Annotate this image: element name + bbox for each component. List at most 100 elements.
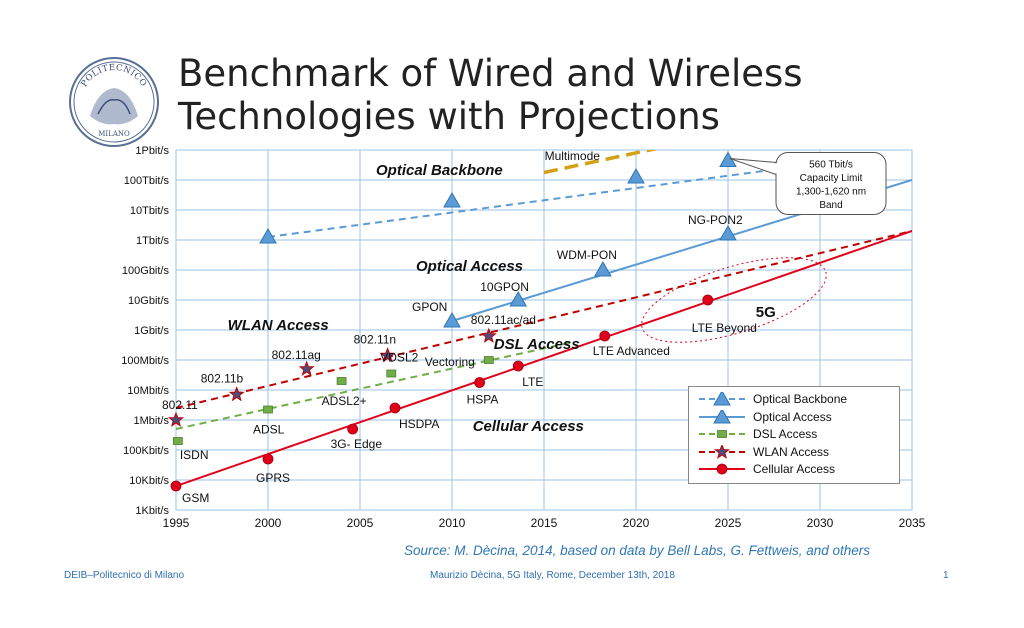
x-tick-label: 2010 [439,516,466,530]
x-tick-label: 2000 [255,516,282,530]
data-point-star [228,386,245,402]
trend-lines [176,150,912,487]
data-point-circle [599,330,611,342]
y-tick-label: 100Tbit/s [124,175,170,187]
multimode-label: Multimode [545,149,601,163]
footer-left: DEIB–Politecnico di Milano [64,570,185,581]
legend-label: Cellular Access [753,462,836,476]
group-label: Optical Backbone [376,162,503,179]
data-point-square [717,430,727,438]
footer-center: Maurizio Dècina, 5G Italy, Rome, Decembe… [430,570,675,581]
data-point-triangle [509,290,528,307]
group-label: Optical Access [416,258,523,275]
x-tick-label: 2025 [715,516,742,530]
data-point-star [167,411,185,427]
data-point-square [386,369,397,378]
politecnico-logo: POLITECNICO MILANO [69,57,159,147]
data-point-square [483,356,494,364]
y-tick-label: 1Pbit/s [135,145,169,157]
capacity-callout: 560 Tbit/s Capacity Limit 1,300-1,620 nm Ba… [729,152,887,215]
point-label: 802.11ac/ad [471,313,536,327]
5g-ellipse [641,257,827,343]
y-tick-label: 10Mbit/s [127,385,169,397]
data-point-square [336,377,347,385]
chart-legend: Optical Backbone Optical Access DSL Access… [688,386,900,484]
point-label: 802.11ag [272,348,321,362]
point-label: HSDPA [399,417,439,431]
point-label: 802.11n [354,333,397,347]
group-label: 5G [756,304,776,321]
y-tick-label: 1Tbit/s [136,235,170,247]
data-point-circle [262,453,274,465]
group-label: DSL Access [494,336,580,353]
data-markers [167,151,737,492]
legend-label: DSL Access [753,427,818,441]
point-label: WDM-PON [557,248,617,262]
point-label: Vectoring [425,355,475,369]
data-point-triangle [443,311,461,328]
y-tick-label: 100Mbit/s [121,355,169,367]
data-point-circle [702,294,714,306]
y-tick-label: 1Mbit/s [134,415,170,427]
data-point-square [172,437,183,445]
point-label: NG-PON2 [688,213,743,227]
chart-grid [175,149,913,511]
point-label: 10GPON [480,280,529,294]
point-label: ADSL [253,423,285,437]
legend-swatch [699,430,745,438]
point-label: 802.11b [201,372,244,386]
x-tick-label: 2020 [623,516,650,530]
data-point-star [480,327,497,343]
y-tick-label: 1Kbit/s [135,505,169,517]
legend-swatch [699,463,745,475]
point-label: VDSL2 [380,351,418,365]
x-axis-tick-labels: 1995 2000 2005 2010 2015 2020 2025 2030 2035 [163,516,926,530]
x-tick-label: 1995 [163,516,190,530]
x-tick-label: 2005 [347,516,374,530]
data-point-circle [170,480,182,492]
legend-label: Optical Backbone [753,392,848,406]
y-tick-label: 10Gbit/s [128,295,169,307]
5g-region [641,257,827,343]
callout-line: 1,300-1,620 nm [796,187,866,198]
callout-line: 560 Tbit/s [809,160,853,171]
point-label: GPON [412,300,447,314]
y-tick-label: 100Kbit/s [123,445,169,457]
data-point-star [713,444,731,459]
point-label: LTE Advanced [593,344,670,358]
legend-label: Optical Access [753,409,832,424]
x-tick-label: 2035 [899,516,926,530]
page-number: 1 [943,570,949,581]
data-point-triangle [594,260,612,277]
trend-dsl-access [176,341,574,430]
callout-join [775,163,778,174]
data-point-square [263,405,273,414]
legend-item: DSL Access [689,426,899,443]
legend-swatch [699,444,745,459]
trend-cellular-access [176,230,912,487]
point-label: LTE Beyond [692,321,757,335]
data-point-triangle [259,227,277,244]
x-tick-label: 2030 [807,516,834,530]
legend-item: Optical Access [689,409,899,426]
y-tick-label: 10Tbit/s [130,205,170,217]
data-point-triangle [443,191,461,208]
point-label: GPRS [256,471,290,485]
source-note: Source: M. Dècina, 2014, based on data b… [404,543,871,558]
callout-pointer [729,158,777,176]
data-point-circle [347,423,359,435]
callout-line: Band [819,200,842,211]
trend-wlan-access [176,230,912,409]
point-label: HSPA [467,393,499,407]
legend-label: WLAN Access [753,444,830,459]
y-tick-label: 10Kbit/s [129,475,169,487]
legend-swatch [699,409,745,423]
callout-box [775,152,887,215]
point-label: 802.11 [162,398,198,412]
legend-item: Cellular Access [689,461,899,478]
legend-item: Optical Backbone [689,391,899,408]
x-tick-label: 2015 [531,516,558,530]
group-label: Cellular Access [473,418,584,435]
svg-text:MILANO: MILANO [98,130,130,138]
data-point-star [379,347,396,363]
